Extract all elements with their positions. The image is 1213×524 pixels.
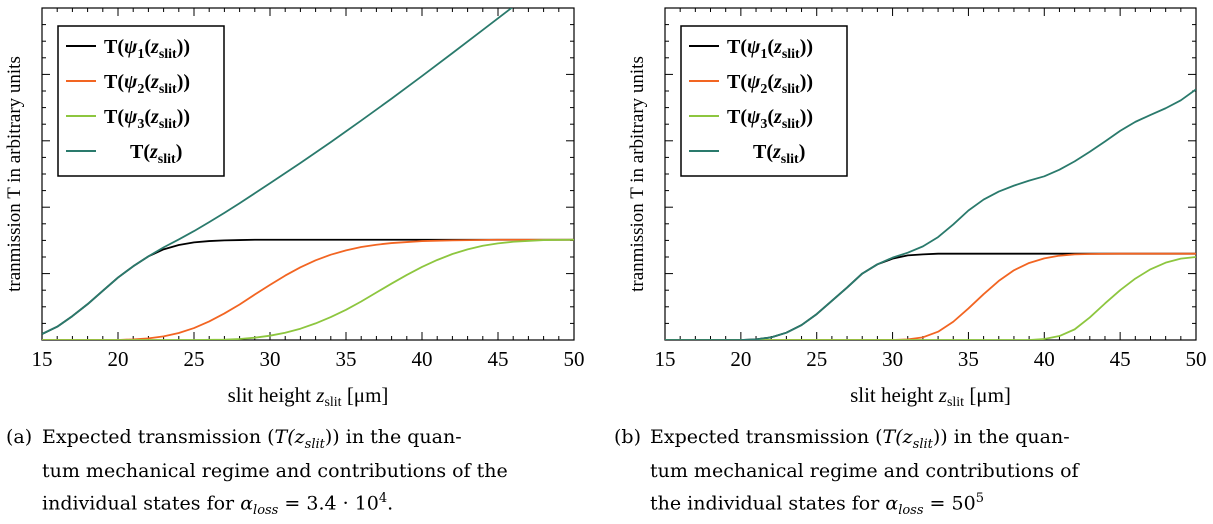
legend-label-1: T(ψ1(zslit)) [104, 36, 190, 62]
caption-b-label: (b) [614, 426, 641, 448]
caption-a-math-sub: slit [304, 436, 325, 452]
legend-label-2: T(ψ2(zslit)) [104, 71, 190, 97]
caption-a: (a) Expected transmission (T(zslit)) in t… [6, 424, 596, 524]
legend-label-4: T(zslit) [753, 141, 805, 167]
series-line-1 [42, 238, 574, 335]
caption-b-line1-suffix: )) in the quan- [932, 426, 1070, 448]
caption-b-line1-prefix: Expected transmission ( [650, 426, 883, 448]
caption-b-alpha-exp: 5 [975, 490, 984, 506]
caption-b-math: T(z [882, 426, 913, 448]
caption-a-line3-prefix: individual states for [42, 492, 241, 515]
caption-a-line3-suffix: . [387, 492, 394, 515]
series-line-3 [42, 238, 574, 340]
x-tick-label: 30 [882, 347, 903, 371]
x-tick-label: 30 [260, 347, 281, 371]
x-tick-label: 50 [1186, 347, 1207, 371]
legend-label-3: T(ψ3(zslit)) [727, 106, 813, 132]
x-tick-label: 35 [958, 347, 979, 371]
x-tick-label: 50 [564, 347, 585, 371]
x-tick-label: 40 [1034, 347, 1055, 371]
x-tick-label: 25 [184, 347, 205, 371]
series-line-3 [665, 256, 1196, 340]
caption-a-line2: tum mechanical regime and contributions … [42, 459, 508, 482]
x-tick-label: 20 [108, 347, 129, 371]
caption-b-line3-prefix: the individual states for [650, 492, 886, 515]
chart-b: 15 20 25 30 35 40 45 50 tranmission T in arbitra… [627, 7, 1207, 410]
caption-a-line1-suffix: )) in the quan- [324, 426, 462, 448]
x-tick-label: 15 [655, 347, 676, 371]
caption-a-math: T(z [274, 426, 305, 448]
caption-a-label: (a) [6, 426, 33, 448]
series-line-2 [665, 252, 1196, 340]
x-tick-label: 15 [32, 347, 53, 371]
caption-b-line2: tum mechanical regime and contributions … [650, 459, 1079, 482]
series-line-4 [665, 88, 1196, 340]
caption-a-line1-prefix: Expected transmission ( [42, 426, 275, 448]
y-axis-label: tranmission T in arbitrary units [4, 56, 25, 292]
x-tick-label: 45 [1110, 347, 1131, 371]
legend-label-2: T(ψ2(zslit)) [727, 71, 813, 97]
series-line-4 [42, 8, 513, 335]
caption-b-alpha-value: = 50 [923, 492, 976, 515]
series-line-2 [42, 238, 574, 340]
caption-b: (b) Expected transmission (T(zslit)) in t… [614, 424, 1210, 524]
x-tick-label: 25 [806, 347, 827, 371]
x-tick-label: 40 [412, 347, 433, 371]
caption-a-alpha-sub: loss [253, 502, 279, 518]
caption-b-alpha: α [885, 492, 899, 515]
caption-b-math-sub: slit [912, 436, 933, 452]
series-line-1 [665, 252, 1196, 340]
x-axis-label: slit height zslit [μm] [228, 383, 389, 410]
caption-a-alpha-exp: 4 [378, 490, 388, 506]
x-tick-label: 45 [488, 347, 509, 371]
legend-label-4: T(zslit) [130, 141, 182, 167]
y-axis-label: tranmission T in arbitrary units [627, 56, 648, 292]
caption-a-alpha-value: = 3.4 · 10 [278, 492, 379, 515]
x-tick-label: 20 [730, 347, 751, 371]
x-tick-label: 35 [336, 347, 357, 371]
legend-label-3: T(ψ3(zslit)) [104, 106, 190, 132]
legend: T(ψ1(zslit)) T(ψ2(zslit)) T(ψ3(zslit)) T(zs… [57, 25, 225, 177]
caption-a-alpha: α [240, 492, 254, 515]
legend-label-1: T(ψ1(zslit)) [727, 36, 813, 62]
chart-a: 15 20 25 30 35 40 45 50 tranmission T in arbitra… [4, 7, 585, 410]
legend: T(ψ1(zslit)) T(ψ2(zslit)) T(ψ3(zslit)) T(zs… [680, 25, 848, 177]
caption-b-alpha-sub: loss [898, 502, 924, 518]
x-axis-label: slit height zslit [μm] [850, 383, 1011, 410]
